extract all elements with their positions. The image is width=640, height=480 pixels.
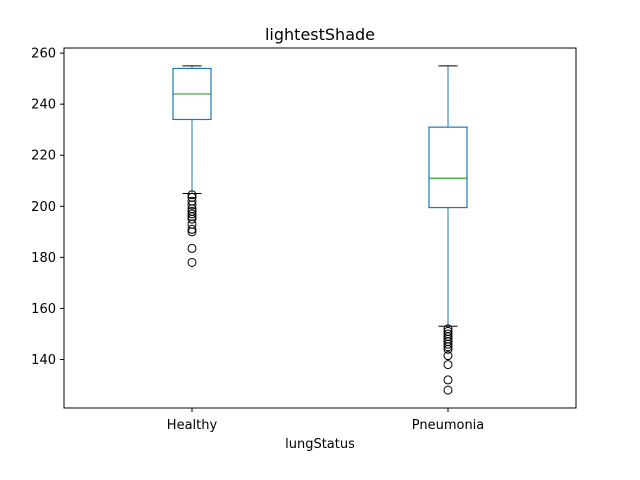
- flier-healthy-3: [187, 224, 197, 234]
- flier-pneumonia-0: [443, 385, 453, 395]
- flier-healthy-8: [187, 206, 197, 216]
- box-pneumonia: [428, 126, 468, 209]
- flier-pneumonia-1: [443, 375, 453, 385]
- x-axis-label: lungStatus: [285, 437, 355, 452]
- y-tick-label-240: 240: [31, 98, 56, 113]
- y-tick-label-180: 180: [31, 251, 56, 266]
- flier-healthy-11: [187, 196, 197, 206]
- flier-healthy-7: [187, 209, 197, 219]
- flier-pneumonia-10: [443, 329, 453, 339]
- flier-healthy-13: [187, 190, 197, 200]
- x-tick-label-healthy: Healthy: [167, 418, 218, 433]
- x-tick-label-pneumonia: Pneumonia: [412, 418, 485, 433]
- flier-healthy-1: [187, 243, 197, 253]
- y-tick-label-200: 200: [31, 200, 56, 215]
- y-tick-label-260: 260: [31, 47, 56, 62]
- flier-healthy-0: [187, 257, 197, 267]
- chart-title: lightestShade: [265, 25, 375, 44]
- flier-healthy-12: [187, 192, 197, 202]
- y-tick-label-160: 160: [31, 302, 56, 317]
- flier-pneumonia-11: [443, 326, 453, 336]
- y-tick-label-140: 140: [31, 353, 56, 368]
- y-tick-label-220: 220: [31, 149, 56, 164]
- plot-area: 140 160 180 200 220 240 260 Healthy Pneumonia: [31, 47, 577, 433]
- flier-pneumonia-3: [443, 351, 453, 361]
- flier-pneumonia-2: [443, 360, 453, 370]
- flier-pneumonia-12: [443, 324, 453, 334]
- plot-frame: [63, 47, 577, 409]
